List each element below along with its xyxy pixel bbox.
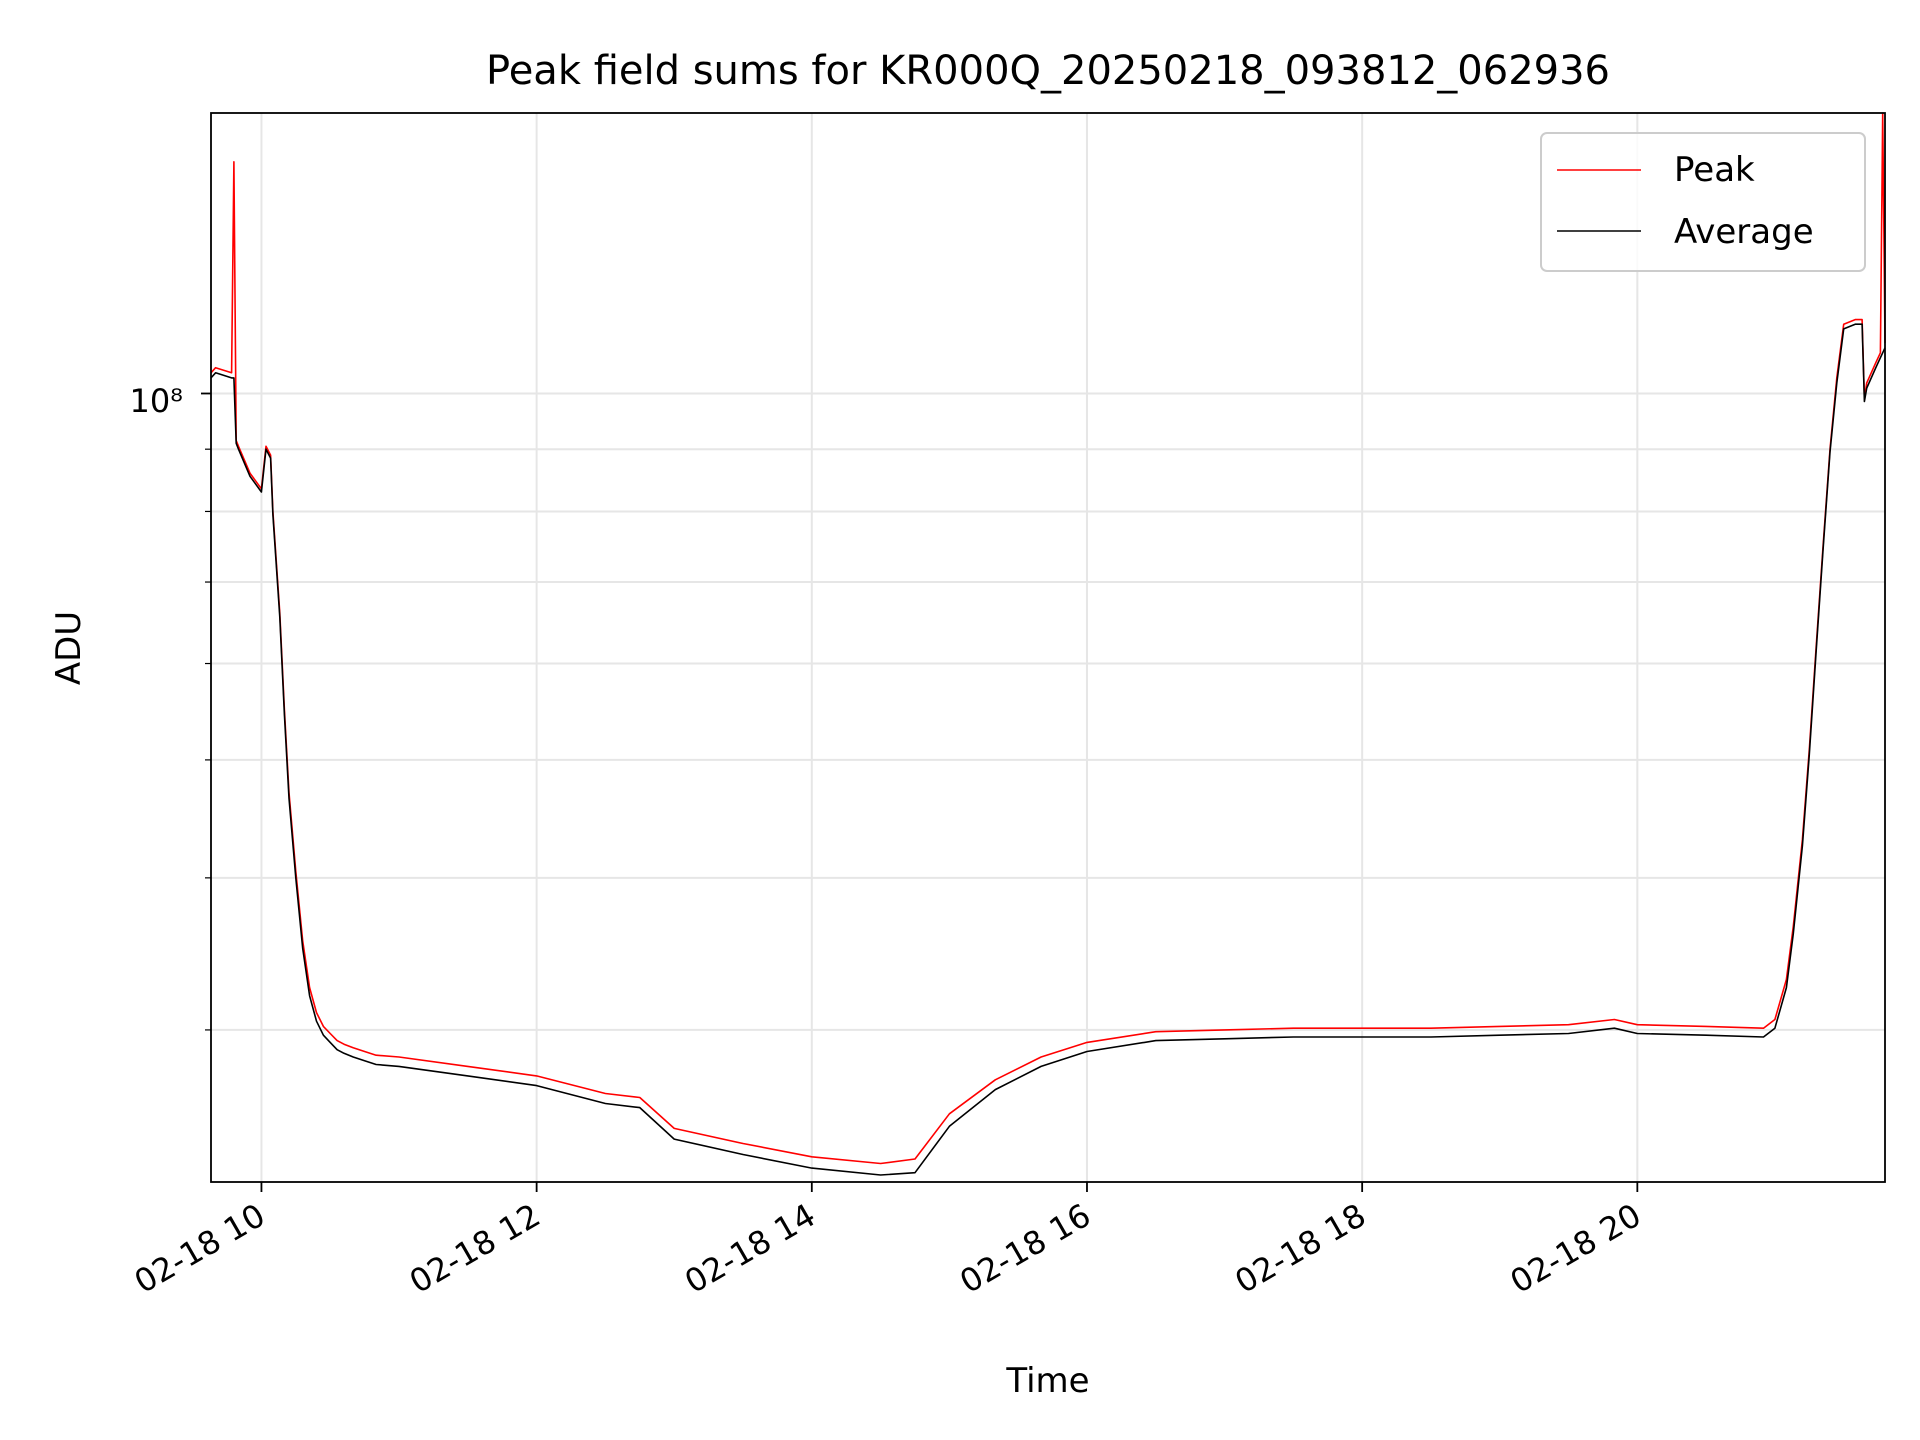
grid — [211, 113, 1885, 1182]
legend-label-peak: Peak — [1674, 150, 1755, 190]
legend: Peak Average — [1540, 132, 1866, 272]
y-axis-ticks — [201, 392, 211, 1031]
legend-box — [1540, 132, 1866, 272]
plot-frame — [210, 112, 1886, 1183]
legend-label-average: Average — [1674, 212, 1814, 252]
y-tick-label-1e8: 10⁸ — [129, 382, 183, 420]
x-axis-label: Time — [1005, 1361, 1089, 1401]
plot-lines — [210, 112, 1886, 1176]
y-axis-label: ADU — [49, 611, 89, 685]
series-line-average — [210, 323, 1886, 1176]
chart-title: Peak field sums for KR000Q_20250218_0938… — [486, 48, 1610, 94]
